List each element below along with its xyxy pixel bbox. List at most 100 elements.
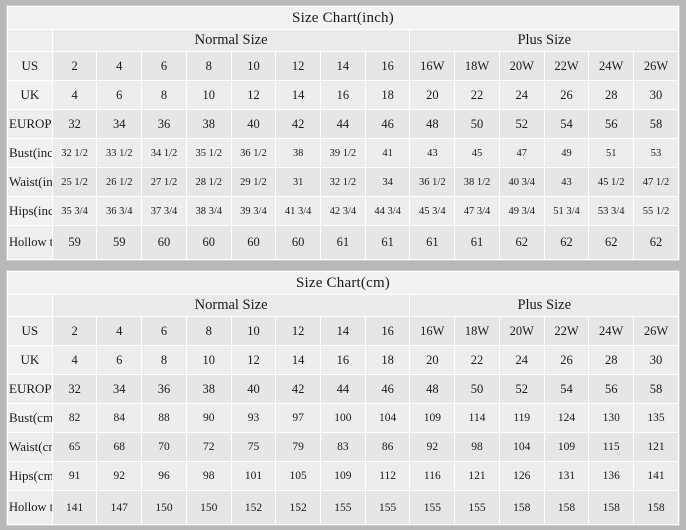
table-cell: 109	[320, 461, 366, 491]
table-cell: 62	[588, 225, 635, 260]
table-cell: 24	[498, 345, 545, 375]
table-cell: 14	[320, 316, 366, 346]
table-cell: 8	[141, 80, 187, 110]
chart-title: Size Chart(cm)	[7, 271, 679, 295]
table-cell: 12	[275, 316, 322, 346]
table-cell: 46	[364, 374, 411, 404]
row-label: Waist(inch)	[7, 167, 53, 197]
table-cell: 18	[364, 80, 411, 110]
table-cell: 90	[185, 403, 232, 433]
table-cell: 92	[409, 432, 456, 462]
table-cell: 97	[275, 403, 322, 433]
table-cell: 20	[409, 345, 456, 375]
table-cell: 126	[498, 461, 545, 491]
table-cell: 58	[633, 374, 679, 404]
table-cell: 20W	[498, 316, 545, 346]
table-cell: 10	[230, 316, 277, 346]
table-cell: 130	[588, 403, 635, 433]
table-cell: 36 3/4	[96, 196, 143, 226]
table-cell: 83	[320, 432, 366, 462]
table-cell: 10	[185, 345, 232, 375]
table-cell: 150	[185, 490, 232, 525]
table-cell: 155	[320, 490, 366, 525]
table-cell: 155	[409, 490, 456, 525]
table-cell: 43	[543, 167, 590, 197]
table-cell: 22	[454, 80, 500, 110]
table-cell: 100	[320, 403, 366, 433]
table-cell: 79	[275, 432, 322, 462]
table-cell: 16W	[409, 51, 456, 81]
table-cell: 86	[364, 432, 411, 462]
table-cell: 10	[230, 51, 277, 81]
table-cell: 96	[141, 461, 187, 491]
table-cell: 44	[320, 109, 366, 139]
table-row: UK 4 6 8 10 12 14 16 18 20 22 24 26 28 30	[7, 80, 679, 110]
table-cell: 30	[633, 80, 679, 110]
chart-title-row: Size Chart(cm)	[7, 271, 679, 295]
table-cell: 52	[498, 109, 545, 139]
table-cell: 70	[141, 432, 187, 462]
table-cell: 45 1/2	[588, 167, 635, 197]
table-cell: 12	[230, 345, 277, 375]
row-label: US	[7, 316, 53, 346]
table-cell: 50	[454, 374, 500, 404]
table-cell: 41	[364, 138, 411, 168]
table-cell: 20	[409, 80, 456, 110]
table-cell: 20W	[498, 51, 545, 81]
table-cell: 38 1/2	[454, 167, 500, 197]
table-cell: 51	[588, 138, 635, 168]
row-label: Hips(inch)	[7, 196, 53, 226]
table-cell: 24W	[588, 316, 635, 346]
table-cell: 33 1/2	[96, 138, 143, 168]
table-cell: 60	[185, 225, 232, 260]
table-cell: 29 1/2	[230, 167, 277, 197]
table-cell: 10	[185, 80, 232, 110]
table-cell: 32 1/2	[51, 138, 98, 168]
table-cell: 49 3/4	[498, 196, 545, 226]
table-cell: 16W	[409, 316, 456, 346]
table-row: EUROPE3234363840424446485052545658	[7, 374, 679, 404]
table-cell: 152	[230, 490, 277, 525]
size-chart-inch-container: Size Chart(inch) Normal Size Plus Size US 2 4…	[6, 5, 680, 261]
table-cell: 46	[364, 109, 411, 139]
table-cell: 62	[498, 225, 545, 260]
row-label: Bust(inch)	[7, 138, 53, 168]
table-cell: 28	[588, 80, 635, 110]
table-cell: 65	[51, 432, 98, 462]
table-cell: 61	[320, 225, 366, 260]
table-row: EUROPE3234363840424446485052545658	[7, 109, 679, 139]
table-cell: 60	[141, 225, 187, 260]
table-cell: 16	[364, 316, 411, 346]
table-cell: 16	[364, 51, 411, 81]
table-cell: 155	[364, 490, 411, 525]
table-row: Hollow to Floor(cm)141147150150152152155…	[7, 490, 679, 525]
table-cell: 18W	[454, 51, 500, 81]
group-header-row: Normal Size Plus Size	[7, 294, 679, 317]
table-cell: 8	[185, 51, 232, 81]
group-header-corner	[7, 29, 53, 52]
table-cell: 26	[543, 80, 590, 110]
table-cell: 35 1/2	[185, 138, 232, 168]
table-cell: 16	[320, 345, 366, 375]
table-cell: 27 1/2	[141, 167, 187, 197]
table-cell: 56	[588, 374, 635, 404]
table-cell: 62	[543, 225, 590, 260]
table-cell: 61	[454, 225, 500, 260]
table-cell: 40	[230, 374, 277, 404]
table-cell: 48	[409, 109, 456, 139]
table-cell: 41 3/4	[275, 196, 322, 226]
table-cell: 53 3/4	[588, 196, 635, 226]
table-cell: 115	[588, 432, 635, 462]
table-cell: 16	[320, 80, 366, 110]
table-row: Waist(inch)25 1/226 1/227 1/228 1/229 1/…	[7, 167, 679, 197]
table-cell: 68	[96, 432, 143, 462]
table-cell: 82	[51, 403, 98, 433]
chart-title-row: Size Chart(inch)	[7, 6, 679, 30]
table-cell: 116	[409, 461, 456, 491]
table-cell: 92	[96, 461, 143, 491]
table-cell: 61	[364, 225, 411, 260]
table-cell: 14	[275, 345, 322, 375]
table-cell: 60	[230, 225, 277, 260]
table-cell: 48	[409, 374, 456, 404]
table-cell: 119	[498, 403, 545, 433]
